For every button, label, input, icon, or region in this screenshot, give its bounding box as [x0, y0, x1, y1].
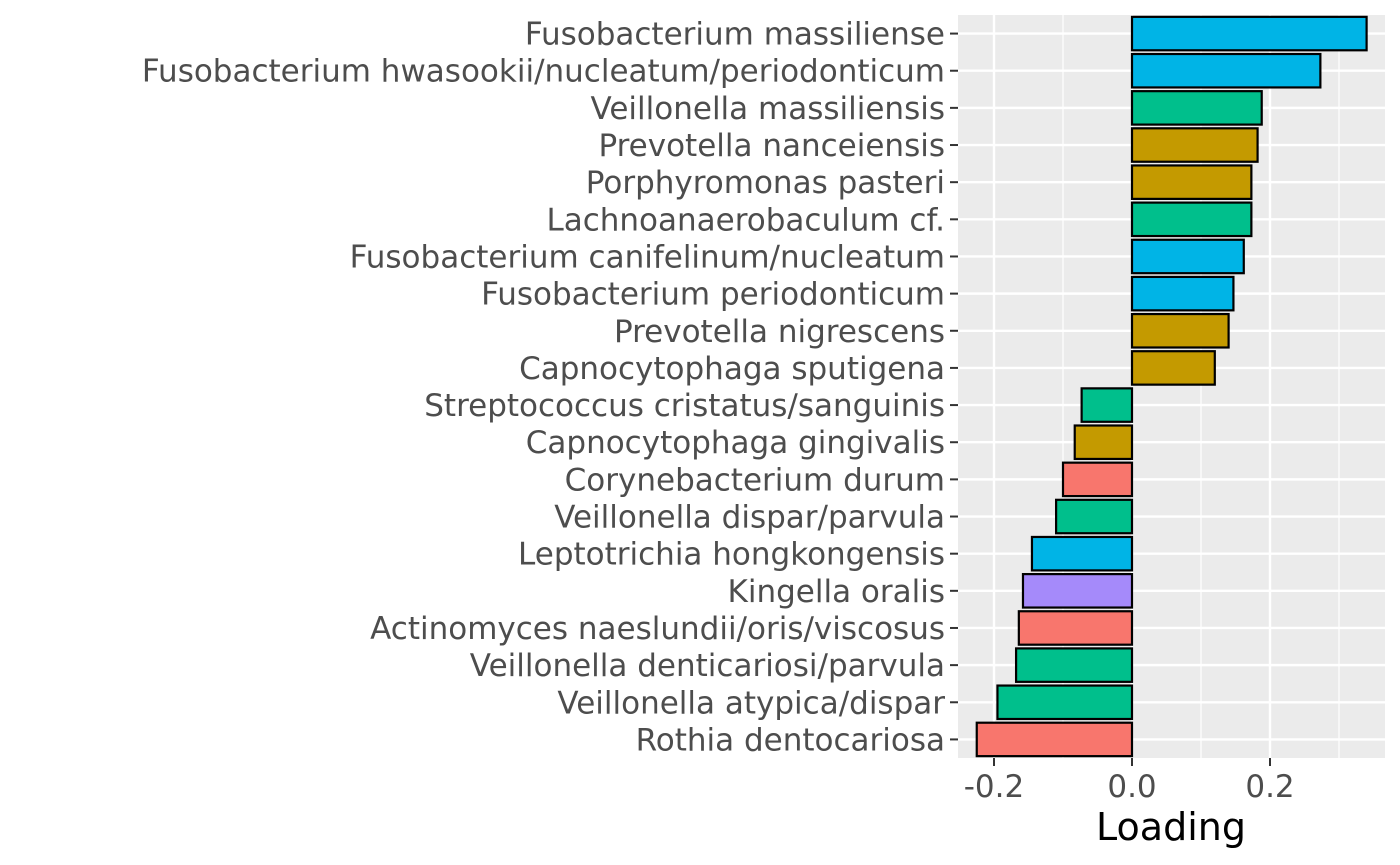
y-tick-label: Porphyromonas pasteri — [586, 165, 945, 201]
y-tick-label: Actinomyces naeslundii/oris/viscosus — [370, 611, 945, 647]
bar — [1073, 424, 1134, 461]
bar — [1017, 610, 1134, 646]
x-tick-label: -0.2 — [964, 769, 1025, 805]
y-tick-label: Capnocytophaga gingivalis — [526, 425, 945, 461]
x-tick-label: 0.0 — [1107, 769, 1156, 805]
y-tick-label: Fusobacterium canifelinum/nucleatum — [350, 239, 945, 275]
bar — [1130, 312, 1230, 349]
bar — [1130, 164, 1253, 200]
panel-background — [958, 15, 1385, 758]
bar — [1054, 498, 1134, 535]
bars — [975, 15, 1368, 758]
y-tick-label: Veillonella denticariosi/parvula — [470, 648, 945, 684]
bar — [1080, 387, 1134, 423]
bar — [1130, 350, 1216, 386]
bar — [996, 684, 1134, 721]
y-tick-label: Fusobacterium massiliense — [525, 17, 945, 53]
bar — [975, 721, 1134, 758]
y-tick-label: Veillonella massiliensis — [591, 91, 945, 127]
y-tick-label: Fusobacterium hwasookii/nucleatum/period… — [142, 54, 945, 90]
x-tick-label: 0.2 — [1245, 769, 1294, 805]
bar — [1021, 573, 1134, 609]
y-tick-label: Veillonella atypica/dispar — [557, 685, 945, 721]
y-tick-label: Veillonella dispar/parvula — [554, 500, 945, 536]
x-axis: -0.2 0.0 0.2 — [964, 758, 1295, 805]
bar — [1130, 15, 1368, 52]
y-tick-label: Prevotella nanceiensis — [598, 128, 945, 164]
bar — [1014, 647, 1134, 683]
y-tick-label: Prevotella nigrescens — [614, 314, 945, 350]
y-tick-label: Corynebacterium durum — [565, 462, 945, 498]
y-tick-label: Capnocytophaga sputigena — [519, 351, 945, 387]
y-tick-label: Streptococcus cristatus/sanguinis — [424, 388, 945, 424]
bar — [1130, 238, 1245, 275]
bar — [1061, 461, 1134, 498]
x-axis-title: Loading — [1096, 805, 1246, 849]
bar — [1130, 52, 1322, 89]
y-tick-label: Leptotrichia hongkongensis — [518, 537, 945, 573]
bar — [1130, 90, 1263, 126]
y-tick-label: Lachnoanaerobaculum cf. — [546, 202, 945, 238]
bar — [1130, 275, 1235, 312]
bar — [1130, 201, 1253, 238]
y-tick-label: Rothia dentocariosa — [636, 722, 945, 758]
bar — [1130, 127, 1259, 163]
bar — [1030, 535, 1134, 572]
y-tick-label: Kingella oralis — [728, 574, 946, 610]
y-tick-label: Fusobacterium periodonticum — [481, 277, 945, 313]
